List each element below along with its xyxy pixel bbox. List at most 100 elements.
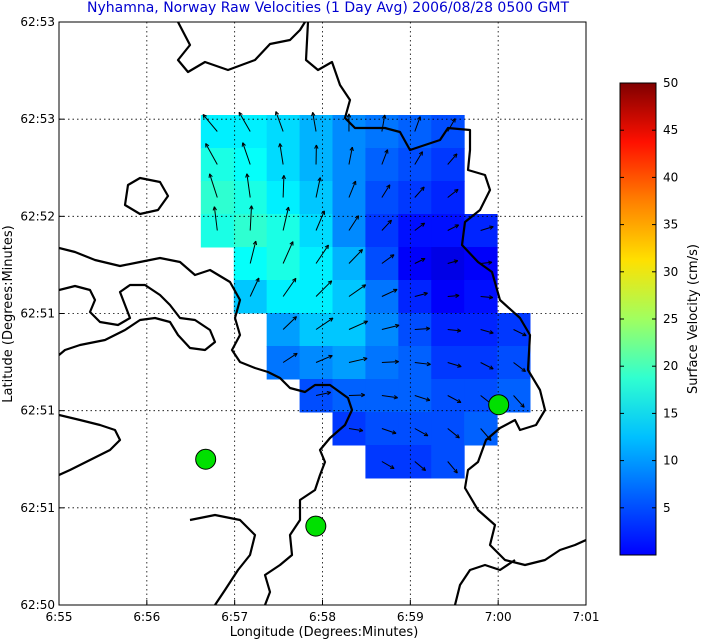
velocity-arrow xyxy=(282,241,294,264)
velocity-arrow xyxy=(414,428,429,437)
velocity-arrow xyxy=(348,356,368,363)
x-tick-label: 6:59 xyxy=(397,610,424,624)
velocity-arrow xyxy=(480,295,494,300)
velocity-arrow xyxy=(381,288,398,297)
velocity-arrow xyxy=(381,114,387,132)
velocity-arrow xyxy=(414,116,422,132)
velocity-arrow xyxy=(315,317,334,330)
radar-site-marker xyxy=(488,394,510,416)
velocity-arrow xyxy=(414,151,424,165)
velocity-arrow xyxy=(381,461,395,470)
velocity-arrow xyxy=(447,293,460,298)
colorbar-tick-label: 25 xyxy=(663,312,678,326)
velocity-arrow xyxy=(205,143,218,165)
velocity-arrow xyxy=(348,215,360,231)
heatmap-cell xyxy=(299,247,333,281)
heatmap-cell xyxy=(365,115,399,149)
velocity-arrow xyxy=(282,277,297,297)
y-tick-label: 62:53 xyxy=(20,15,55,29)
velocity-arrow xyxy=(447,362,462,368)
velocity-arrow xyxy=(414,326,431,331)
coastline xyxy=(59,22,586,605)
x-tick-label: 6:57 xyxy=(221,610,248,624)
velocity-arrow xyxy=(447,188,459,198)
velocity-arrow xyxy=(348,146,354,165)
colorbar xyxy=(619,82,657,556)
heatmap-cell xyxy=(233,115,268,149)
heatmap-cell xyxy=(200,115,235,149)
heatmap-cell xyxy=(200,148,235,182)
velocity-arrow xyxy=(447,118,456,132)
velocity-arrow xyxy=(212,206,218,231)
velocity-arrow xyxy=(447,259,459,264)
velocity-arrow xyxy=(381,254,395,264)
heatmap-cell xyxy=(200,181,235,215)
heatmap-cell xyxy=(431,115,465,149)
velocity-arrow xyxy=(281,175,286,198)
y-tick-labels: 62:50 62:51 62:51 62:51 62:52 62:53 62:53 xyxy=(20,15,55,612)
heatmap-cell xyxy=(332,148,366,182)
velocity-arrow xyxy=(414,291,428,297)
velocity-arrow xyxy=(513,362,526,373)
velocity-arrow xyxy=(208,173,218,198)
heatmap-cell xyxy=(266,247,301,281)
velocity-arrow xyxy=(480,260,493,265)
velocity-arrow xyxy=(315,354,333,363)
radar-site-marker xyxy=(305,515,327,537)
heatmap-cell xyxy=(266,115,301,149)
velocity-arrow xyxy=(414,461,427,472)
radar-site-marker xyxy=(195,448,217,470)
heatmap-cell xyxy=(200,214,235,248)
velocity-arrow xyxy=(381,219,392,231)
y-tick-label: 62:51 xyxy=(20,501,55,515)
velocity-arrow xyxy=(447,395,462,404)
velocity-arrow xyxy=(513,329,527,337)
x-axis-label: Longitude (Degrees:Minutes) xyxy=(230,625,419,639)
velocity-arrow xyxy=(241,142,251,165)
velocity-arrow xyxy=(381,395,398,400)
x-tick-label: 7:01 xyxy=(573,610,600,624)
coastline-south-west xyxy=(59,413,122,477)
heatmap-cell xyxy=(299,214,333,248)
colorbar-tick-label: 50 xyxy=(663,76,678,90)
heatmap-cell xyxy=(398,181,432,215)
velocity-arrow xyxy=(245,173,251,198)
heatmap-cell xyxy=(266,280,301,314)
velocity-arrow xyxy=(315,390,332,396)
heatmap-cell xyxy=(365,148,399,182)
x-tick-labels: 6:55 6:56 6:57 6:58 6:59 7:00 7:01 xyxy=(46,610,600,624)
heatmap-cell xyxy=(299,181,333,215)
velocity-arrow xyxy=(348,249,363,264)
x-tick-label: 6:58 xyxy=(309,610,336,624)
colorbar-tick-label: 15 xyxy=(663,406,678,420)
coastline-north-east xyxy=(304,22,586,567)
velocity-arrow xyxy=(278,143,284,165)
velocity-arrow xyxy=(348,180,357,198)
velocity-arrow xyxy=(447,328,462,333)
velocity-arrow xyxy=(414,258,426,264)
coastline-south-east xyxy=(453,559,516,605)
y-tick-label: 62:50 xyxy=(20,598,55,612)
velocity-arrow xyxy=(447,153,458,165)
heatmap-cell xyxy=(332,247,366,281)
velocity-arrow xyxy=(311,112,317,132)
velocity-arrow xyxy=(447,461,458,474)
velocity-arrow xyxy=(480,329,494,335)
velocity-arrow xyxy=(447,428,460,439)
velocity-arrow xyxy=(381,428,397,435)
radar-sites xyxy=(195,394,510,537)
x-tick-label: 6:56 xyxy=(133,610,160,624)
velocity-arrow xyxy=(414,222,426,231)
velocity-arrow xyxy=(282,352,298,363)
velocity-arrow xyxy=(348,320,368,330)
velocity-arrow xyxy=(249,277,260,297)
velocity-arrow xyxy=(414,361,431,367)
heatmap-cell xyxy=(398,148,432,182)
velocity-arrow xyxy=(480,225,494,231)
axes-box xyxy=(58,21,587,606)
velocity-arrow xyxy=(480,428,492,441)
heatmap-cell xyxy=(233,247,268,281)
heatmap-cell xyxy=(266,214,301,248)
colorbar-tick-label: 10 xyxy=(663,454,678,468)
